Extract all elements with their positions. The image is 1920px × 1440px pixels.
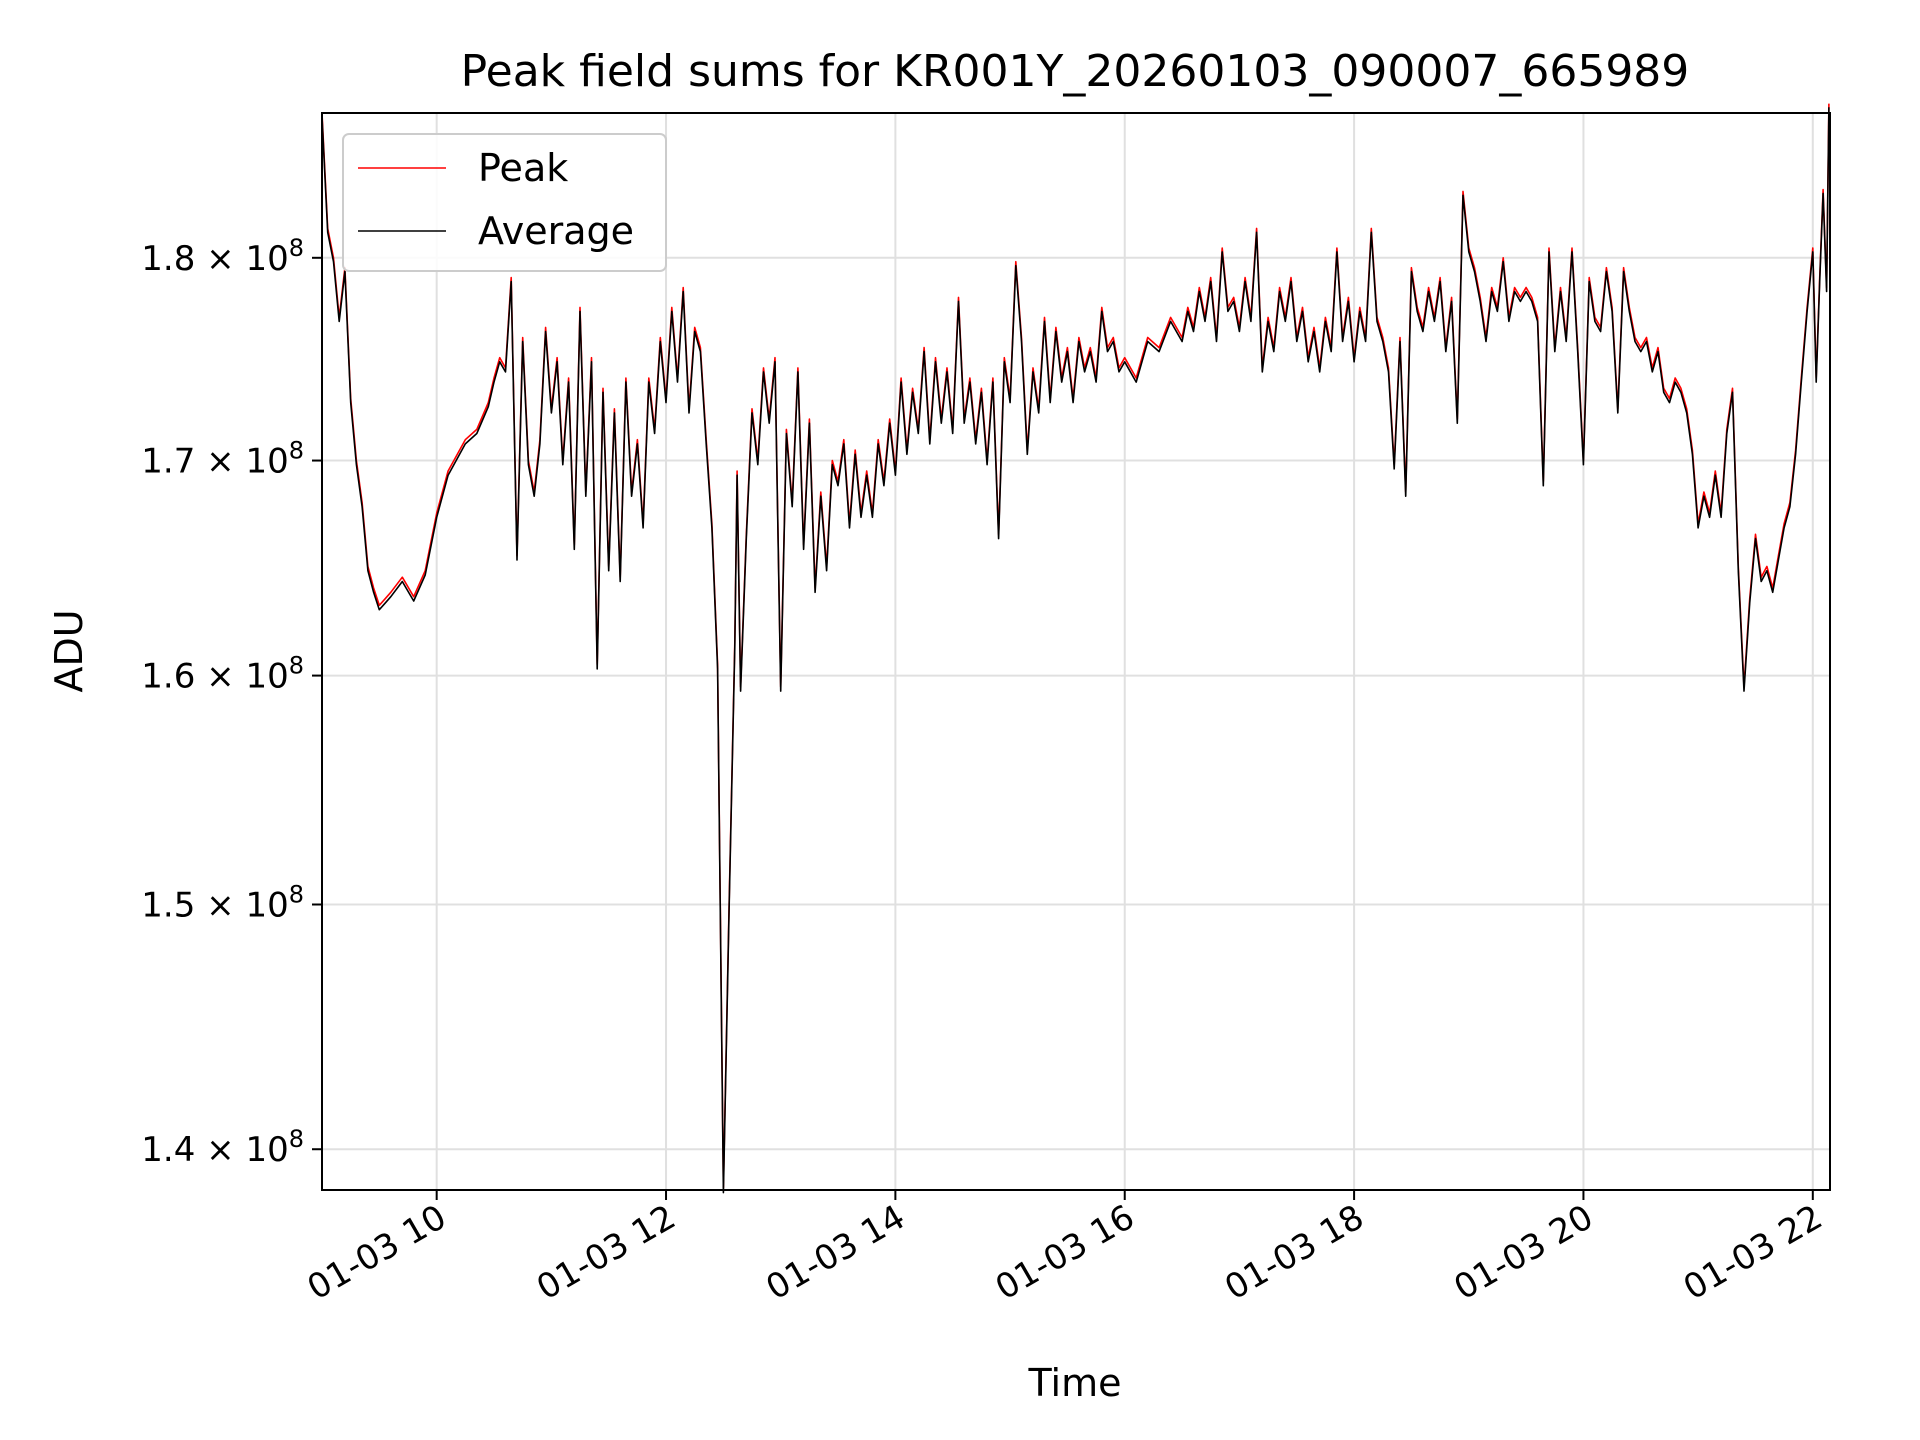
plot-frame (321, 112, 1831, 1191)
y-tick-label: 1.7 × 108 (141, 437, 304, 482)
legend: Peak Average (342, 133, 667, 272)
y-axis: 1.4 × 108 1.5 × 108 1.6 × 108 1.7 × 108 1.8 … (141, 234, 322, 1170)
legend-label-average: Average (478, 209, 634, 253)
y-tick-label: 1.6 × 108 (141, 652, 304, 697)
series-line-average (321, 107, 1830, 1194)
y-tick-label: 1.8 × 108 (141, 234, 304, 279)
y-axis-label: ADU (47, 609, 91, 692)
chart-title: Peak field sums for KR001Y_20260103_0900… (461, 46, 1690, 97)
plot-area (321, 103, 1830, 1194)
y-tick-label: 1.5 × 108 (141, 881, 304, 926)
legend-label-peak: Peak (478, 146, 568, 190)
y-tick-label: 1.4 × 108 (141, 1125, 304, 1170)
x-axis-label: Time (1028, 1361, 1122, 1405)
